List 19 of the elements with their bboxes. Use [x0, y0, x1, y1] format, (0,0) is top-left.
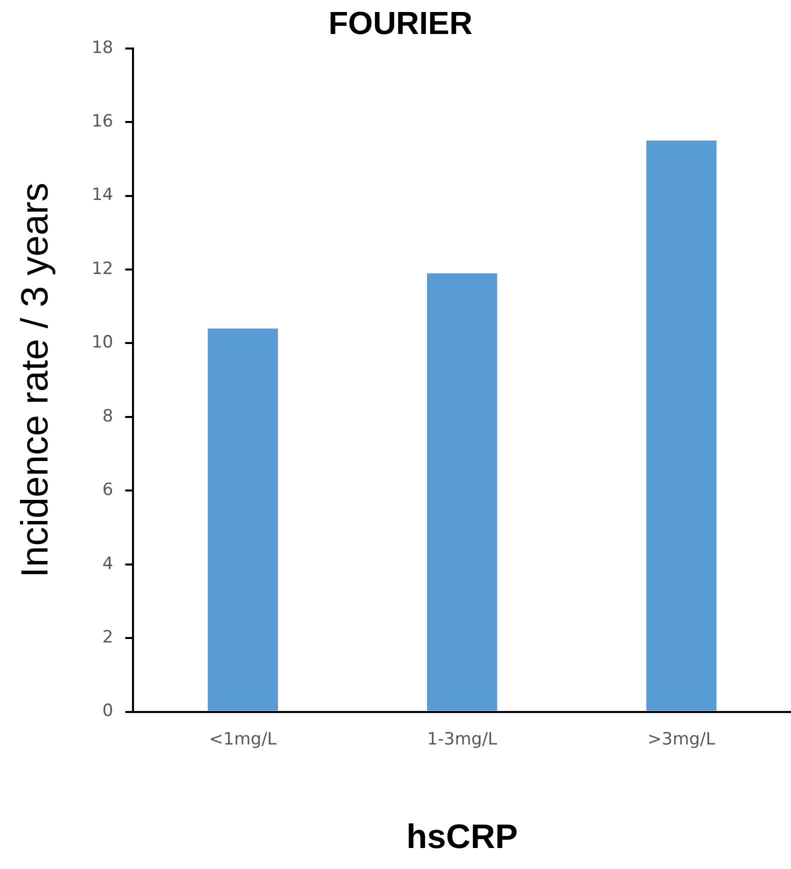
bar [427, 273, 498, 711]
y-tick-label: 8 [102, 406, 114, 426]
y-tick-label: 16 [92, 112, 114, 132]
x-tick-label: <1mg/L [209, 729, 278, 750]
y-axis-title: Incidence rate / 3 years [14, 182, 56, 578]
y-tick-label: 12 [92, 258, 114, 279]
chart-title: FOURIER [328, 5, 472, 42]
y-tick-label: 18 [92, 38, 114, 58]
bar [208, 328, 278, 711]
x-tick-label: >3mg/L [648, 729, 716, 750]
y-tick-label: 14 [92, 185, 114, 206]
x-tick-label: 1-3mg/L [426, 729, 498, 750]
y-tick-label: 4 [102, 554, 114, 574]
bar [646, 140, 716, 711]
y-tick-label: 6 [102, 480, 114, 500]
y-tick-label: 2 [102, 628, 114, 648]
y-tick-label: 10 [92, 332, 114, 353]
y-tick-label: 0 [102, 701, 114, 722]
x-axis-title: hsCRP [406, 818, 518, 856]
